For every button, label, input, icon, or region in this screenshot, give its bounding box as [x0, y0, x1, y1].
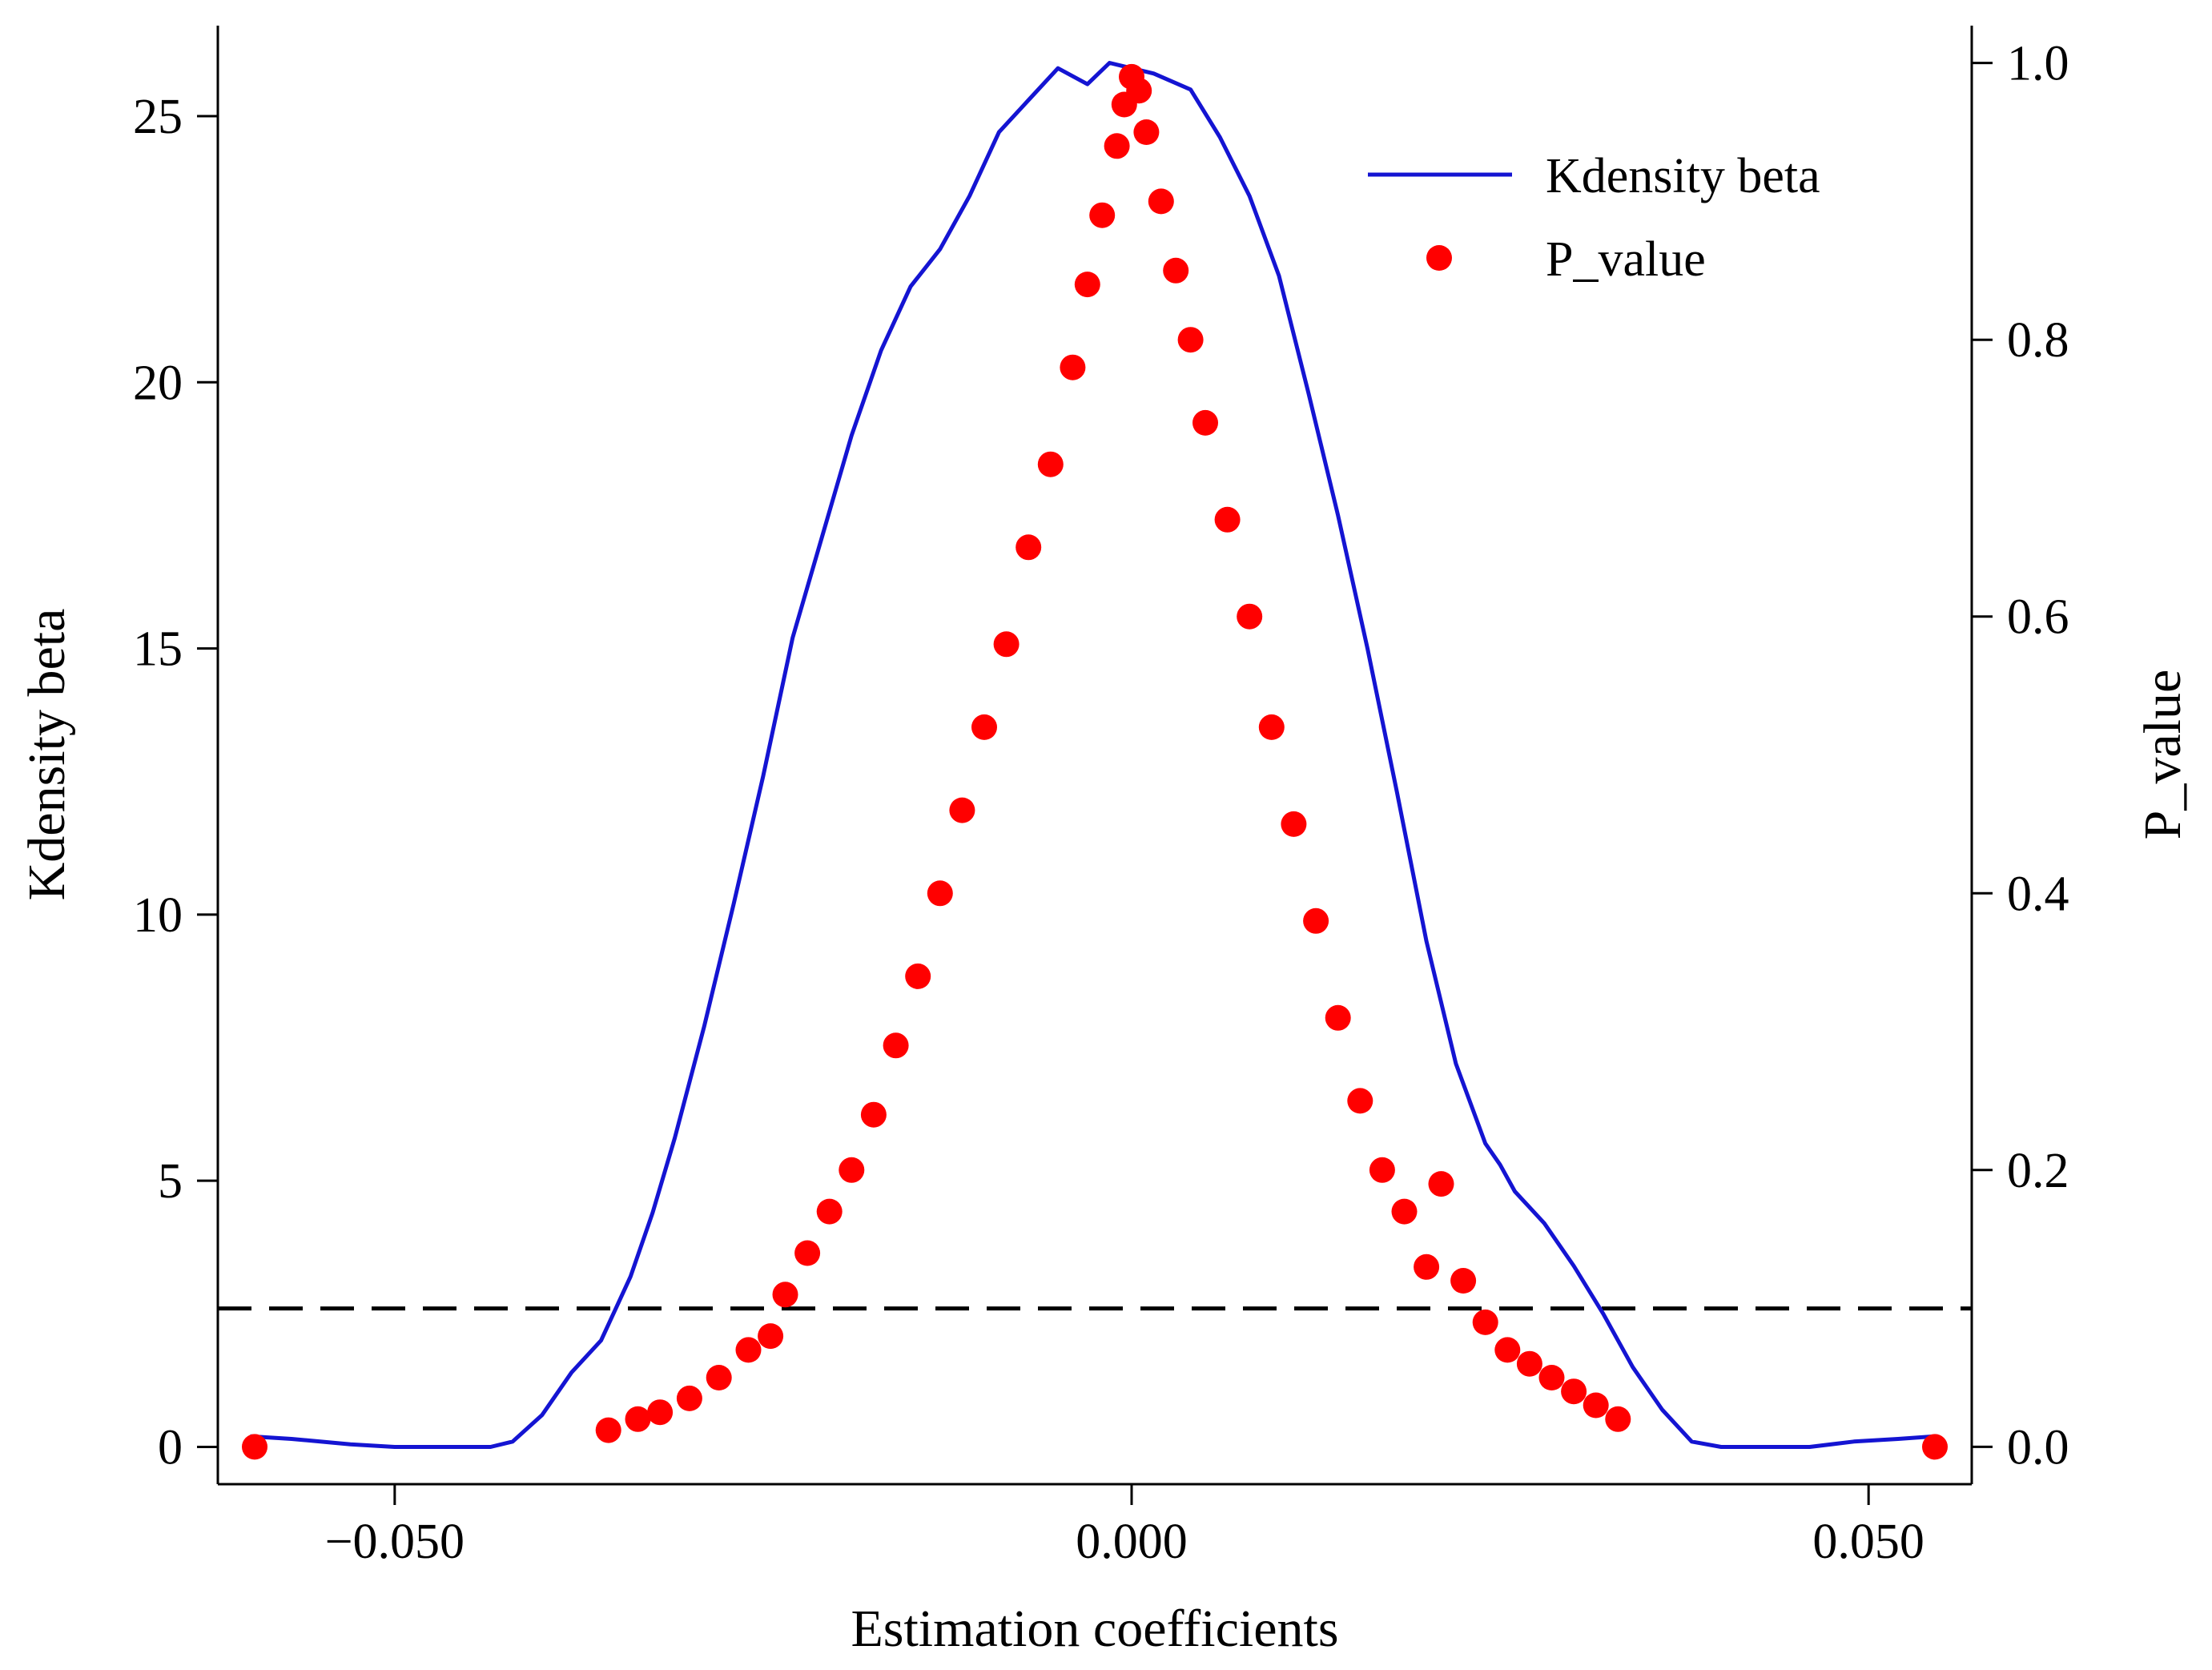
- p-value-point: [949, 797, 975, 823]
- p-value-point: [1104, 133, 1130, 159]
- p-value-point: [1428, 1171, 1454, 1197]
- p-value-point: [1303, 907, 1329, 934]
- p-value-point: [1133, 119, 1160, 145]
- p-value-point: [816, 1198, 843, 1225]
- left-y-tick-label: 25: [133, 90, 183, 144]
- p-value-point: [993, 631, 1020, 658]
- right-y-tick-label: 0.0: [2007, 1420, 2069, 1475]
- legend-kdensity-label: Kdensity beta: [1546, 149, 1820, 203]
- p-value-point: [1037, 451, 1064, 477]
- p-value-point: [1281, 811, 1307, 837]
- p-value-point: [676, 1385, 702, 1411]
- x-tick-label: 0.050: [1812, 1515, 1924, 1569]
- p-value-point: [839, 1157, 865, 1183]
- p-value-point: [971, 714, 997, 740]
- x-tick-label: −0.050: [325, 1515, 465, 1569]
- p-value-point: [1148, 188, 1174, 215]
- p-value-point: [706, 1365, 732, 1390]
- p-value-point: [1922, 1434, 1948, 1460]
- p-value-point: [1538, 1365, 1565, 1390]
- p-value-point: [1561, 1378, 1587, 1405]
- ticks-layer: −0.050 0.000 0.050 0 5 10 15 20 25 0.0 0.2 0.4 0.6 0.…: [133, 37, 2069, 1569]
- p-value-point: [735, 1337, 762, 1363]
- p-value-point: [595, 1417, 621, 1443]
- p-value-point: [1347, 1088, 1373, 1114]
- p-value-point: [1214, 506, 1241, 533]
- x-axis-title: Estimation coefficients: [851, 1600, 1338, 1658]
- p-value-point: [883, 1032, 909, 1059]
- p-value-point: [1237, 603, 1263, 630]
- p-value-point: [1258, 714, 1285, 740]
- p-value-point: [758, 1323, 784, 1350]
- left-y-tick-label: 15: [133, 622, 183, 677]
- p-value-point: [772, 1282, 798, 1308]
- right-y-axis-title: P_value: [2134, 670, 2192, 840]
- kdensity-beta-line: [250, 61, 1936, 1449]
- p-value-point: [1414, 1254, 1440, 1280]
- p-value-point: [1494, 1337, 1521, 1363]
- legend: Kdensity beta P_value: [1368, 149, 1820, 287]
- right-y-tick-label: 0.6: [2007, 590, 2069, 645]
- p-value-point: [1369, 1157, 1395, 1183]
- p-value-point: [1583, 1392, 1609, 1418]
- right-y-tick-label: 0.8: [2007, 313, 2069, 368]
- p-value-point: [1605, 1406, 1631, 1432]
- axes-layer: [216, 26, 1973, 1486]
- p-value-point: [1074, 272, 1100, 298]
- x-tick-label: 0.000: [1076, 1515, 1188, 1569]
- p-value-point: [1391, 1198, 1418, 1225]
- legend-p-value-swatch: [1426, 245, 1452, 271]
- right-y-tick-label: 0.4: [2007, 867, 2069, 921]
- density-line-layer: [250, 61, 1936, 1449]
- p-value-point: [1089, 202, 1116, 228]
- p-value-point: [927, 880, 953, 907]
- p-value-point: [1163, 257, 1189, 284]
- left-y-tick-label: 0: [158, 1420, 183, 1475]
- p-value-point: [1177, 327, 1204, 353]
- left-y-tick-label: 5: [158, 1154, 183, 1209]
- right-y-tick-label: 1.0: [2007, 37, 2069, 91]
- left-y-tick-label: 20: [133, 356, 183, 410]
- p-value-point: [1016, 534, 1042, 561]
- legend-p-value-label: P_value: [1546, 232, 1706, 287]
- p-value-point: [1450, 1268, 1477, 1294]
- right-y-tick-label: 0.2: [2007, 1144, 2069, 1198]
- p-value-point: [860, 1101, 887, 1128]
- left-y-tick-label: 10: [133, 888, 183, 943]
- p-value-point: [794, 1240, 821, 1266]
- p-value-point: [625, 1406, 651, 1432]
- p-value-point: [1325, 1004, 1351, 1031]
- left-y-axis-title: Kdensity beta: [18, 609, 76, 901]
- p-value-point: [1060, 354, 1086, 380]
- p-value-point: [905, 963, 931, 989]
- p-value-point: [1516, 1350, 1542, 1377]
- p-value-point: [1192, 409, 1218, 436]
- p-value-point: [242, 1434, 267, 1460]
- p-value-scatter-layer: [242, 63, 1948, 1460]
- p-value-point: [1126, 78, 1152, 104]
- p-value-point: [647, 1399, 674, 1426]
- p-value-point: [1472, 1309, 1498, 1335]
